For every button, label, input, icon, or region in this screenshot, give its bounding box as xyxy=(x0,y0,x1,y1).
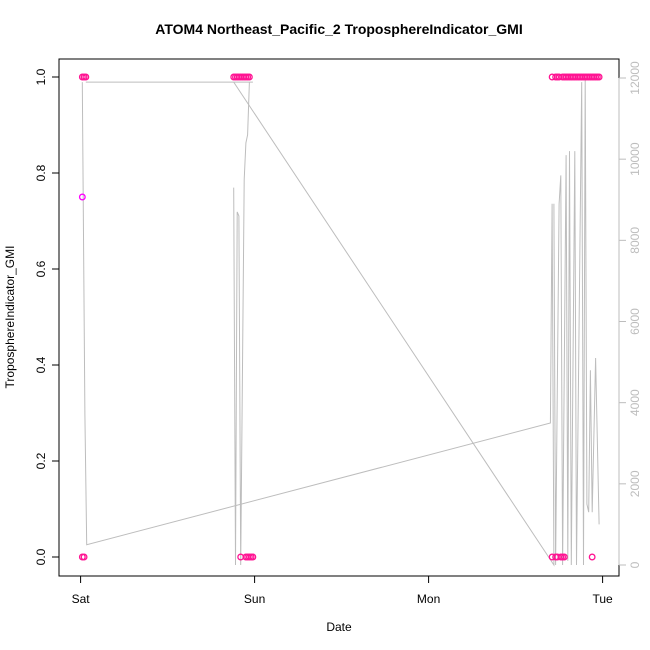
y2-tick-label: 8000 xyxy=(628,227,642,254)
x-tick-label: Sun xyxy=(244,592,265,606)
data-point xyxy=(245,73,253,81)
x-tick-label: Sat xyxy=(72,592,91,606)
y-axis-label: TroposphereIndicator_GMI xyxy=(3,246,17,389)
x-axis: Sat Sun Mon Tue xyxy=(72,575,613,606)
y2-tick-label: 4000 xyxy=(628,389,642,416)
chart-title: ATOM4 Northeast_Pacific_2 TroposphereInd… xyxy=(155,21,522,37)
plot-frame xyxy=(58,58,620,577)
y2-tick-label: 6000 xyxy=(628,308,642,335)
y-tick-label: 0.6 xyxy=(34,260,48,277)
data-point xyxy=(588,553,596,561)
y-tick-label: 0.4 xyxy=(34,356,48,373)
data-lines xyxy=(81,77,600,567)
x-tick-label: Mon xyxy=(417,592,440,606)
y2-axis: 0 2000 4000 6000 8000 10000 12000 xyxy=(618,61,642,568)
series-line xyxy=(233,82,250,566)
x-tick-label: Tue xyxy=(592,592,613,606)
series-line xyxy=(81,81,555,567)
data-point xyxy=(560,553,568,561)
data-point xyxy=(249,553,257,561)
y2-tick-label: 12000 xyxy=(628,61,642,95)
y2-tick-label: 0 xyxy=(628,561,642,568)
data-point xyxy=(82,73,90,81)
y-tick-label: 1.0 xyxy=(34,68,48,85)
y2-tick-label: 2000 xyxy=(628,470,642,497)
data-points xyxy=(78,73,603,561)
data-point xyxy=(80,553,88,561)
data-point xyxy=(595,73,603,81)
x-axis-label: Date xyxy=(326,620,352,634)
series-line xyxy=(553,77,600,566)
data-point xyxy=(78,193,86,201)
y2-tick-label: 10000 xyxy=(628,142,642,176)
y-axis: 0.0 0.2 0.4 0.6 0.8 1.0 xyxy=(34,68,60,565)
y-tick-label: 0.0 xyxy=(34,548,48,565)
y-tick-label: 0.2 xyxy=(34,452,48,469)
y-tick-label: 0.8 xyxy=(34,164,48,181)
